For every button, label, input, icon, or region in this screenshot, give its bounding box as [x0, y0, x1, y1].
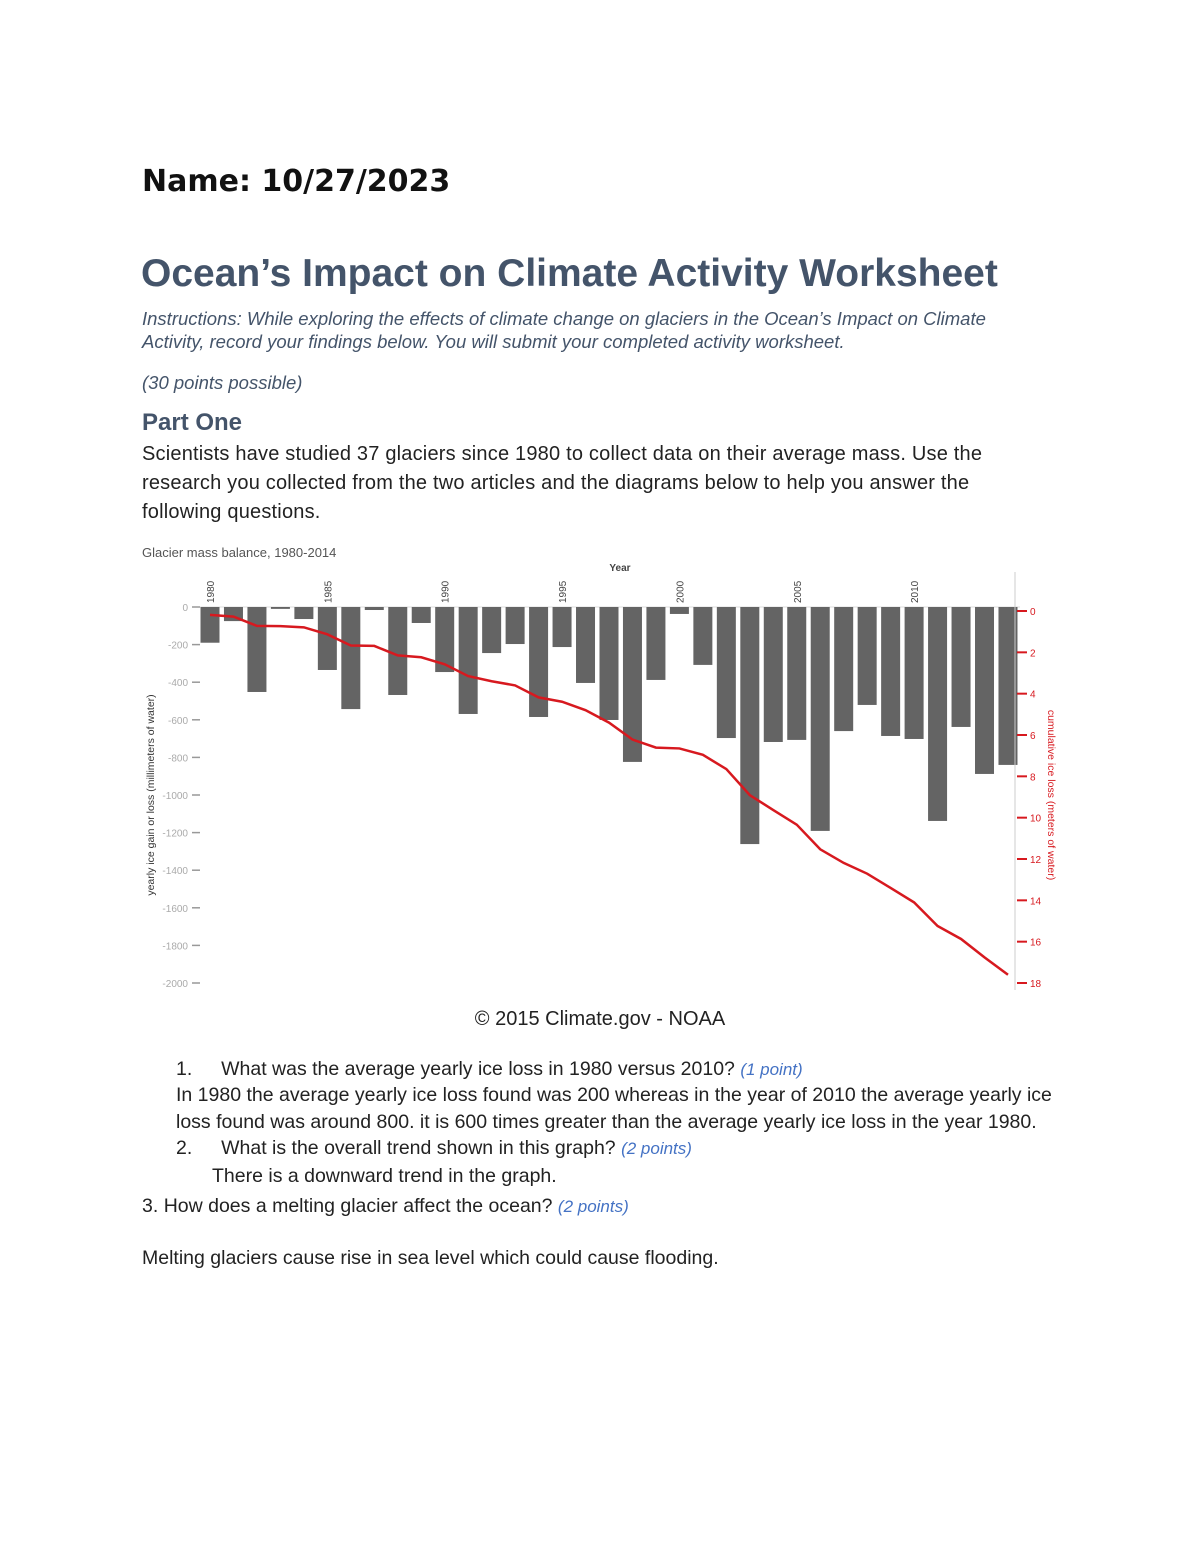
- y2-tick-label: 18: [1030, 979, 1042, 990]
- question-text: What was the average yearly ice loss in …: [221, 1058, 735, 1080]
- y2-axis-label: cumulative ice loss (meters of water): [1045, 710, 1057, 880]
- bar-1984: [294, 607, 314, 620]
- y-tick-label: -600: [168, 716, 188, 727]
- bar-2011: [928, 607, 948, 821]
- question-number: 3.: [142, 1195, 159, 1217]
- answer-3: Melting glaciers cause rise in sea level…: [142, 1247, 719, 1269]
- bar-2005: [787, 607, 807, 740]
- bar-2000: [669, 607, 689, 614]
- bar-2003: [740, 607, 760, 845]
- question-text: How does a melting glacier affect the oc…: [163, 1195, 553, 1217]
- x-axis-label: Year: [609, 563, 630, 574]
- bar-2001: [693, 607, 713, 665]
- y-tick-label: -1200: [162, 829, 188, 840]
- y-tick-label: -2000: [162, 979, 188, 990]
- y2-tick-label: 0: [1030, 607, 1036, 618]
- question-points: (2 points): [621, 1139, 692, 1158]
- y-tick-label: -400: [168, 678, 188, 689]
- y-tick-label: -1800: [162, 941, 188, 952]
- section-heading-part-one: Part One: [142, 409, 243, 436]
- instructions-line-1: Instructions: While exploring the effect…: [142, 308, 986, 329]
- bar-1989: [411, 607, 431, 623]
- bar-1985: [317, 607, 337, 670]
- y-tick-label: -1600: [162, 904, 188, 915]
- bar-1994: [529, 607, 549, 717]
- y2-tick-label: 16: [1030, 938, 1042, 949]
- x-tick-label: 2005: [793, 580, 804, 603]
- bar-1990: [435, 607, 455, 673]
- paragraph-line: research you collected from the two arti…: [142, 472, 970, 494]
- question-text: What is the overall trend shown in this …: [221, 1137, 616, 1159]
- bar-2012: [951, 607, 971, 727]
- answer-2: There is a downward trend in the graph.: [212, 1165, 557, 1187]
- paragraph-line: following questions.: [142, 501, 321, 523]
- x-tick-label: 1980: [206, 580, 217, 603]
- bar-1993: [505, 607, 525, 645]
- bar-1996: [576, 607, 596, 683]
- cumulative-ice-loss-line: [209, 613, 1009, 976]
- bar-1987: [364, 607, 384, 611]
- bar-2006: [810, 607, 830, 831]
- question-number: 1.: [176, 1058, 193, 1080]
- instructions-line-2: Activity, record your findings below. Yo…: [142, 331, 845, 352]
- y-tick-label: -200: [168, 641, 188, 652]
- bar-1999: [646, 607, 666, 680]
- bar-1988: [388, 607, 408, 695]
- paragraph-line: Scientists have studied 37 glaciers sinc…: [142, 443, 983, 465]
- bar-1986: [341, 607, 361, 710]
- question-points: (1 point): [740, 1060, 803, 1079]
- bar-2009: [881, 607, 901, 736]
- y-axis-label: yearly ice gain or loss (millimeters of …: [145, 694, 157, 895]
- y-tick-label: -800: [168, 753, 188, 764]
- bar-1991: [458, 607, 478, 714]
- question-2: 2. What is the overall trend shown in th…: [176, 1137, 692, 1160]
- bar-1982: [247, 607, 267, 692]
- y2-tick-label: 14: [1030, 896, 1042, 907]
- x-tick-label: 2000: [675, 580, 686, 603]
- y2-tick-label: 12: [1030, 855, 1042, 866]
- bar-2014: [998, 607, 1018, 765]
- bar-2008: [857, 607, 877, 705]
- bar-2010: [904, 607, 924, 739]
- answer-1-line-2: loss found was around 800. it is 600 tim…: [176, 1111, 1037, 1133]
- y2-tick-label: 4: [1030, 690, 1036, 701]
- question-1: 1. What was the average yearly ice loss …: [176, 1058, 803, 1081]
- y2-tick-label: 2: [1030, 648, 1036, 659]
- points-possible: (30 points possible): [142, 372, 303, 393]
- bar-2007: [834, 607, 854, 732]
- question-points: (2 points): [557, 1197, 629, 1216]
- y2-tick-label: 8: [1030, 772, 1036, 783]
- y2-tick-label: 10: [1030, 814, 1042, 825]
- bar-1995: [552, 607, 572, 648]
- x-tick-label: 1990: [441, 580, 452, 603]
- bar-1997: [599, 607, 619, 720]
- y2-tick-label: 6: [1030, 731, 1036, 742]
- y-tick-label: 0: [182, 603, 188, 614]
- question-number: 2.: [176, 1137, 193, 1159]
- name-date-line: Name: 10/27/2023: [142, 164, 451, 199]
- y-tick-label: -1000: [162, 791, 188, 802]
- chart-caption: © 2015 Climate.gov - NOAA: [474, 1008, 726, 1030]
- y-tick-label: -1400: [162, 866, 188, 877]
- bar-2013: [975, 607, 995, 774]
- chart-title: Glacier mass balance, 1980-2014: [142, 545, 337, 560]
- bar-2004: [763, 607, 783, 742]
- bar-2002: [716, 607, 736, 739]
- question-3: 3. How does a melting glacier affect the…: [142, 1195, 629, 1218]
- x-tick-label: 1995: [558, 580, 569, 603]
- answer-1-line-1: In 1980 the average yearly ice loss foun…: [176, 1084, 1052, 1106]
- bar-1983: [270, 607, 290, 609]
- x-tick-label: 2010: [910, 580, 921, 603]
- page-title: Ocean’s Impact on Climate Activity Works…: [141, 252, 998, 295]
- bar-1980: [200, 607, 220, 643]
- x-tick-label: 1985: [323, 580, 334, 603]
- bar-1998: [622, 607, 642, 762]
- glacier-mass-balance-chart: 0 -200 -400 -600 -800 -1000 -1200 -1400 -1600 -18…: [145, 563, 1057, 990]
- bar-1992: [482, 607, 502, 654]
